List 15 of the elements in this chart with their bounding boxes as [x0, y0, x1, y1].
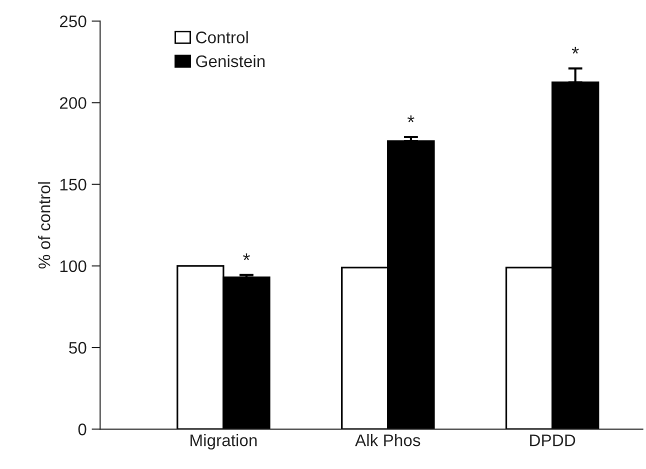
y-tick-label: 200	[60, 97, 86, 109]
annotation: *	[572, 46, 579, 54]
x-tick-label: Alk Phos	[355, 434, 420, 446]
x-tick-label: Migration	[190, 434, 257, 450]
x-tick-label: DPDD	[530, 434, 576, 446]
y-tick-label: 150	[60, 178, 86, 191]
legend-label: Control	[196, 31, 248, 44]
y-axis-title: % of control	[38, 182, 50, 269]
y-tick-label: 50	[69, 342, 86, 354]
y-tick-label: 250	[60, 16, 86, 28]
legend-label: Genistein	[196, 54, 265, 68]
annotation: *	[407, 115, 414, 122]
y-tick-label: 100	[60, 260, 86, 272]
annotation: *	[243, 253, 250, 260]
y-tick-label: 0	[78, 424, 86, 436]
